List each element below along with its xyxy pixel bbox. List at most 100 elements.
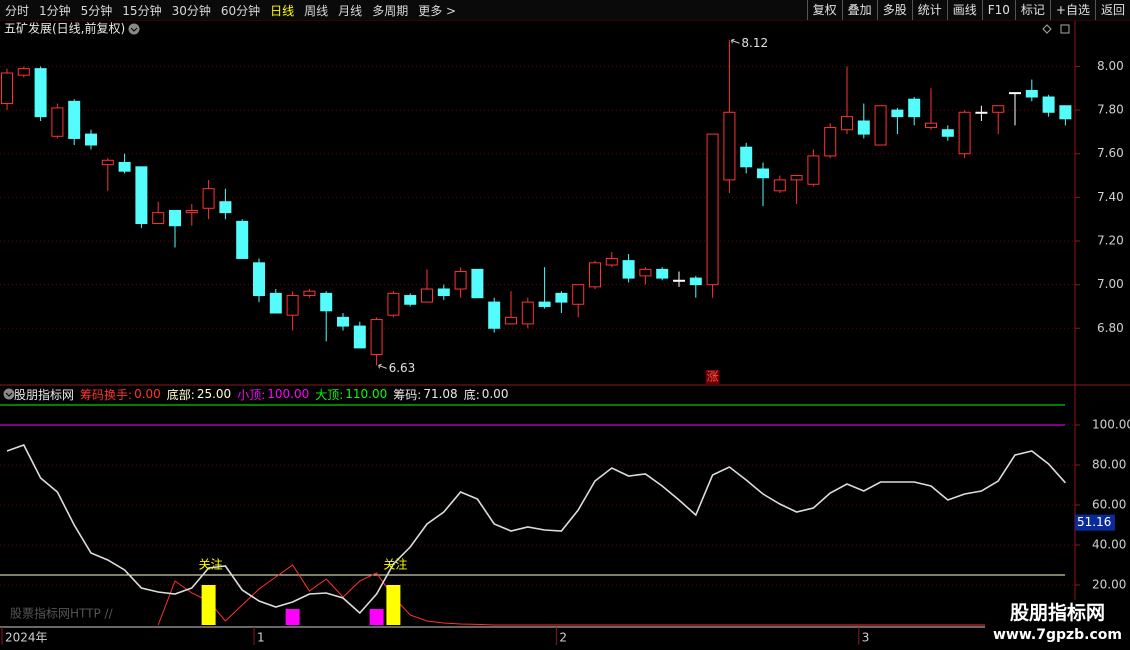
y-tick-label: 7.80 [1097, 103, 1124, 117]
candle-body [673, 279, 685, 282]
candle-body [605, 257, 618, 266]
y-tick-label: 7.20 [1097, 234, 1124, 248]
candle-body [370, 319, 383, 355]
y-tick-label: 60.00 [1092, 498, 1126, 512]
brand-name: 股朋指标网 [1009, 602, 1105, 624]
candle-body [656, 268, 669, 279]
title-menu-icon[interactable] [128, 23, 140, 35]
candle-body [421, 288, 433, 303]
period-tab[interactable]: 30分钟 [171, 3, 211, 18]
candle-body [1042, 96, 1055, 113]
y-tick-label: 80.00 [1092, 458, 1126, 472]
tool-button[interactable]: 画线 [946, 0, 982, 20]
candle-body [723, 111, 736, 181]
candle-body [538, 301, 551, 307]
candle-body [505, 316, 517, 325]
candle-body [34, 68, 47, 118]
candle-body [941, 129, 954, 137]
legend-name: 大顶: [315, 387, 344, 402]
badge: 涨 [707, 369, 719, 384]
legend-name: 筹码: [393, 387, 422, 402]
tool-button[interactable]: 多股 [876, 0, 912, 20]
indicator-bar [369, 609, 384, 625]
candle-body [1025, 89, 1038, 98]
candle-body [925, 122, 937, 129]
y-tick-label: 7.60 [1097, 146, 1124, 160]
watermark-left: 股票指标网HTTP // [10, 606, 114, 621]
indicator-bar [386, 585, 401, 625]
candle-body [488, 301, 501, 329]
y-tick-label: 40.00 [1092, 538, 1126, 552]
legend-name: 小顶: [237, 387, 266, 402]
cursor-box [1075, 514, 1115, 531]
candle-body [320, 292, 333, 312]
legend-name: 底: [463, 387, 480, 402]
period-tab[interactable]: 60分钟 [220, 3, 261, 18]
tool-buttons: 复权 叠加 多股 统计 画线 F10 标记 +自选 返回 [806, 0, 1130, 20]
candle-body [824, 127, 837, 157]
period-tab[interactable]: 多周期 [372, 3, 409, 18]
candle-body [1009, 92, 1021, 95]
candle-body [303, 290, 316, 297]
period-tab[interactable]: 周线 [304, 3, 329, 18]
candle-body [740, 146, 753, 168]
x-tick-label: 3 [862, 631, 870, 645]
price-annotation: 6.63 [389, 361, 416, 375]
candle-body [17, 68, 30, 76]
indicator-menu-icon[interactable] [3, 388, 15, 400]
candle-body [185, 209, 198, 214]
candle-body [437, 288, 450, 297]
indicator-line [6, 444, 1066, 615]
tool-button[interactable]: F10 [981, 0, 1015, 20]
tool-button[interactable]: 叠加 [841, 0, 877, 20]
period-tab[interactable]: 更多 > [418, 3, 457, 18]
legend-value: 110.00 [345, 387, 388, 401]
period-tab[interactable]: 15分钟 [122, 3, 162, 18]
candle-body [874, 105, 887, 146]
legend-name: 底部: [166, 387, 195, 402]
signal-label: 关注 [383, 557, 407, 572]
indicator-menu-chevron [5, 392, 13, 397]
badge-box [705, 370, 720, 384]
candle-body [118, 161, 131, 172]
candle-body [908, 98, 921, 118]
candle-body [152, 212, 165, 225]
candle-body [706, 133, 719, 286]
tool-button[interactable]: 标记 [1014, 0, 1050, 20]
toolbar: 分时 1分钟 5分钟 15分钟 30分钟 60分钟 日线 周线 月线 多周期 更多 > 复权 叠加 多股… [0, 0, 1130, 21]
candle-body [975, 111, 988, 114]
indicator-title: 股朋指标网 [14, 387, 75, 402]
candle-body [286, 295, 299, 316]
tool-button[interactable]: 复权 [806, 0, 842, 20]
candle-body [757, 168, 769, 179]
candle-body [404, 295, 417, 305]
candle-body [169, 209, 181, 227]
period-tab[interactable]: 分时 [5, 3, 30, 18]
x-tick-label: 2 [559, 631, 567, 645]
price-annotation: 8.12 [741, 36, 768, 50]
legend-name: 筹码换手: [80, 387, 133, 402]
candle-body [236, 220, 249, 259]
period-tab[interactable]: 日线 [270, 3, 295, 18]
candle-body [253, 262, 265, 297]
indicator-header: 股朋指标网 筹码换手: 0.00 底部: 25.00 小顶: 100.00 大顶: 110.0… [4, 386, 508, 402]
square-icon[interactable] [1060, 24, 1070, 34]
candle-body [471, 268, 484, 299]
candle-body [1, 72, 13, 105]
period-tab[interactable]: 5分钟 [80, 3, 113, 18]
tool-button[interactable]: 返回 [1094, 0, 1130, 20]
tool-button[interactable]: +自选 [1049, 0, 1095, 20]
legend-value: 0.00 [481, 387, 509, 401]
candle-body [387, 292, 400, 316]
period-tab[interactable]: 月线 [338, 3, 363, 18]
diamond-icon[interactable] [1042, 24, 1052, 34]
tool-button[interactable]: 统计 [911, 0, 947, 20]
y-tick-label: 100.00 [1092, 418, 1130, 432]
candle-body [101, 159, 114, 166]
candle-body [790, 175, 803, 181]
period-tab[interactable]: 1分钟 [39, 3, 71, 18]
y-tick-label: 6.80 [1097, 321, 1124, 335]
